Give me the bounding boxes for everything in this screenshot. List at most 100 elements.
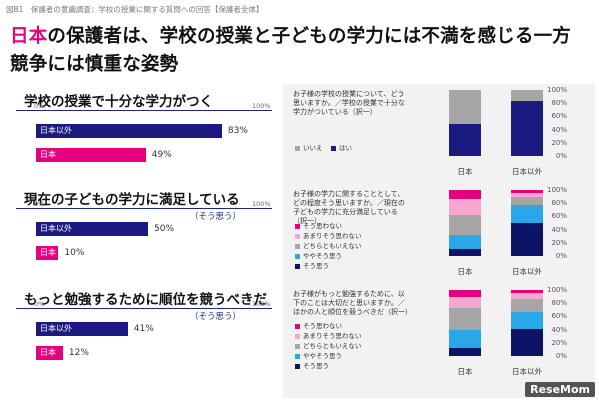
- stack-segment: [449, 290, 481, 297]
- stacked-column: [449, 290, 481, 356]
- legend-item: ややそう思う: [295, 350, 342, 360]
- y-tick-label: 60%: [551, 212, 567, 221]
- bar-value-label: 12%: [68, 348, 89, 358]
- legend-item: いいえ: [295, 142, 323, 152]
- legend-item: ややそう思う: [295, 250, 342, 260]
- axis-max-label: 100%: [252, 200, 271, 208]
- chart-subtitle: （そう思う）: [190, 312, 242, 322]
- stack-segment: [511, 205, 543, 223]
- legend-swatch: [295, 363, 300, 369]
- bar-category-label: 日本以外: [40, 224, 72, 233]
- legend-swatch: [295, 333, 300, 339]
- legend-swatch: [295, 223, 300, 229]
- stacked-column: [449, 90, 481, 156]
- right-chart-2: お子様の学力に関することとして、どの程度そう思いますか。／現在の子どもの学力に充…: [283, 184, 595, 282]
- figure-caption: 図B1 保護者の意識調査：学校の授業に関する質問への回答【保護者全体】: [6, 5, 264, 14]
- headline-line-1-rest: の保護者は、学校の授業と子どもの学力には不満を感じる一方: [47, 26, 572, 47]
- legend-swatch: [295, 323, 300, 329]
- bar: [36, 124, 222, 138]
- left-panel: 学校の授業で十分な学力がつく 0% 100% 日本以外 83% 日本 49% 現在の子どもの学…: [4, 84, 276, 398]
- stack-segment: [449, 198, 481, 216]
- legend-item: どちらともいえない: [295, 240, 361, 250]
- y-tick-label: 80%: [551, 299, 567, 308]
- legend-item: そう思う: [295, 360, 329, 370]
- legend-item: そう思う: [295, 260, 329, 270]
- stack-segment: [511, 293, 543, 300]
- legend-item: あまりそう思わない: [295, 230, 362, 240]
- bar: [36, 346, 63, 360]
- legend-swatch: [295, 343, 300, 349]
- bar: [36, 322, 128, 336]
- x-category-label: 日本以外: [512, 167, 542, 176]
- headline-line-1: 日本の保護者は、学校の授業と子どもの学力には不満を感じる一方: [10, 22, 571, 48]
- chart-question: お子様の学力に関することとして、どの程度そう思いますか。／現在の子どもの学力に充…: [293, 190, 405, 225]
- legend-label: いいえ: [303, 144, 323, 152]
- title-underline: [16, 208, 272, 209]
- bar-category-label: 日本以外: [40, 324, 72, 333]
- stack-segment: [511, 190, 543, 193]
- legend-swatch: [295, 243, 300, 249]
- left-chart-1: 学校の授業で十分な学力がつく 0% 100% 日本以外 83% 日本 49%: [10, 84, 272, 180]
- y-tick-label: 60%: [551, 112, 567, 121]
- y-tick-label: 100%: [546, 186, 567, 194]
- stack-segment: [449, 190, 481, 199]
- stack-segment: [511, 101, 543, 156]
- bar: [36, 246, 59, 260]
- stacked-column: [449, 190, 481, 256]
- bar: [36, 222, 148, 236]
- y-tick-label: 20%: [551, 238, 567, 247]
- bar-value-label: 41%: [133, 324, 154, 334]
- legend-label: どちらともいえない: [303, 342, 362, 350]
- stack-segment: [449, 123, 481, 156]
- y-tick-label: 0%: [555, 352, 567, 360]
- bar-category-label: 日本: [40, 348, 56, 357]
- legend-swatch: [295, 233, 300, 239]
- legend-label: あまりそう思わない: [303, 232, 362, 240]
- legend-swatch: [331, 145, 336, 151]
- chart-title: 現在の子どもの学力に満足している: [24, 192, 240, 208]
- legend-label: そう思わない: [303, 322, 342, 330]
- bar-category-label: 日本: [40, 248, 56, 257]
- y-tick-label: 20%: [551, 138, 567, 147]
- legend-label: ややそう思う: [303, 352, 342, 360]
- headline-accent: 日本: [10, 26, 48, 47]
- chart-title: 学校の授業で十分な学力がつく: [24, 94, 213, 110]
- y-tick-label: 0%: [555, 152, 567, 160]
- legend-item: どちらともいえない: [295, 340, 361, 350]
- stacked-column: [511, 190, 543, 256]
- title-underline: [16, 110, 272, 111]
- x-category-label: 日本: [457, 267, 473, 276]
- bar-category-label: 日本以外: [40, 126, 72, 135]
- legend-item: そう思わない: [295, 220, 342, 230]
- y-tick-label: 60%: [551, 312, 567, 321]
- stack-segment: [511, 223, 543, 256]
- legend-label: あまりそう思わない: [303, 332, 362, 340]
- stack-segment: [511, 312, 543, 329]
- legend-swatch: [295, 263, 300, 269]
- y-tick-label: 100%: [546, 86, 567, 94]
- legend-item: そう思わない: [295, 320, 342, 330]
- left-chart-3: もっと勉強するために順位を競うべきだ （そう思う） 0% 100% 日本以外 41% 日本 1…: [10, 282, 272, 378]
- stack-segment: [449, 215, 481, 235]
- legend-label: どちらともいえない: [303, 242, 362, 250]
- axis-max-label: 100%: [252, 102, 271, 110]
- bar-value-label: 83%: [227, 126, 248, 136]
- bar-value-label: 10%: [64, 248, 85, 258]
- legend-item: あまりそう思わない: [295, 330, 362, 340]
- x-category-label: 日本: [457, 367, 473, 376]
- stack-segment: [511, 299, 543, 313]
- legend-label: そう思わない: [303, 222, 342, 230]
- y-tick-label: 0%: [555, 252, 567, 260]
- left-chart-2: 現在の子どもの学力に満足している （そう思う） 0% 100% 日本以外 50% 日本 10%: [10, 182, 272, 278]
- stack-segment: [449, 249, 481, 256]
- stack-segment: [449, 308, 481, 330]
- legend-label: ややそう思う: [303, 252, 342, 260]
- y-tick-label: 20%: [551, 338, 567, 347]
- stacked-column: [511, 290, 543, 356]
- headline-line-2: 競争には慎重な姿勢: [10, 54, 179, 75]
- stack-segment: [511, 328, 543, 356]
- legend-label: そう思う: [303, 362, 329, 370]
- axis-min-label: 0%: [34, 200, 45, 208]
- y-tick-label: 80%: [551, 99, 567, 108]
- axis-max-label: 100%: [252, 300, 271, 308]
